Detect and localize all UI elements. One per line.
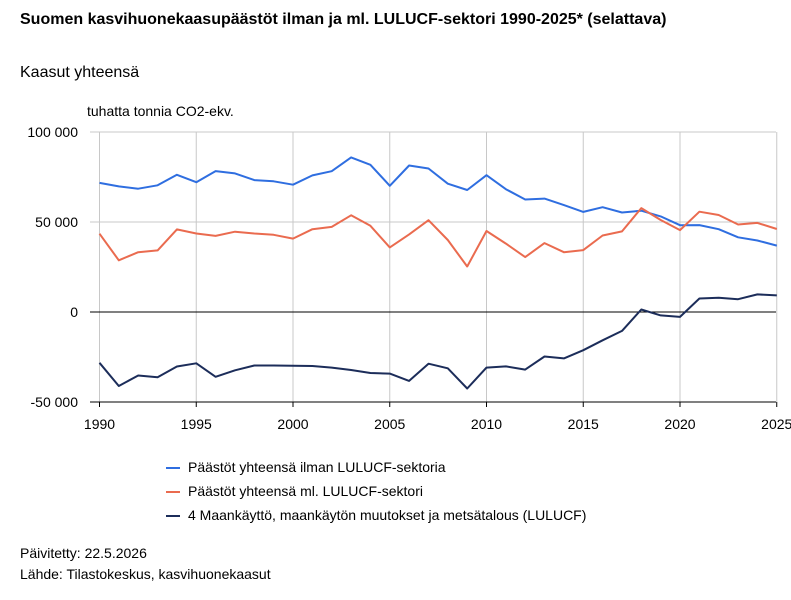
legend-swatch xyxy=(166,467,180,469)
legend-swatch xyxy=(166,515,180,517)
x-tick-label: 2000 xyxy=(277,416,308,432)
legend-swatch xyxy=(166,491,180,493)
y-tick-label: 50 000 xyxy=(35,214,78,230)
x-tick-label: 2015 xyxy=(568,416,599,432)
x-tick-label: 2005 xyxy=(374,416,405,432)
legend-label: Päästöt yhteensä ilman LULUCF-sektoria xyxy=(188,459,446,475)
y-tick-label: 100 000 xyxy=(27,124,78,140)
y-tick-label: 0 xyxy=(70,304,78,320)
source-note: Lähde: Tilastokeskus, kasvihuonekaasut xyxy=(20,566,271,582)
line-chart: 100 000 50 000 0 -50 000 1990 1995 2000 2005 201… xyxy=(27,124,791,432)
chart-title: Suomen kasvihuonekaasupäästöt ilman ja m… xyxy=(20,11,667,28)
legend-label: Päästöt yhteensä ml. LULUCF-sektori xyxy=(188,483,423,499)
series-lines xyxy=(98,156,778,390)
series-line-3 xyxy=(98,293,777,390)
x-tick-label: 1990 xyxy=(84,416,115,432)
updated-date: Päivitetty: 22.5.2026 xyxy=(20,545,147,561)
series-line-1 xyxy=(99,156,778,247)
x-tick-label: 2010 xyxy=(471,416,502,432)
x-tick-label: 2025 xyxy=(761,416,791,432)
y-tick-label: -50 000 xyxy=(31,394,79,410)
y-axis-label: tuhatta tonnia CO2-ekv. xyxy=(87,103,234,119)
grid-lines xyxy=(90,131,778,403)
tick-labels: 100 000 50 000 0 -50 000 1990 1995 2000 2005 201… xyxy=(27,124,791,432)
legend-label: 4 Maankäyttö, maankäytön muutokset ja me… xyxy=(188,507,587,523)
chart-subtitle: Kaasut yhteensä xyxy=(20,64,140,81)
x-tick-label: 2020 xyxy=(664,416,695,432)
x-tick-label: 1995 xyxy=(181,416,212,432)
axes xyxy=(90,311,778,407)
series-line-2 xyxy=(98,207,778,268)
